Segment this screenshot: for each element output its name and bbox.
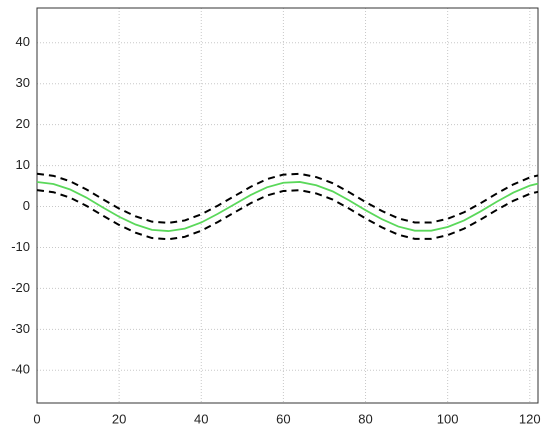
line-series — [36, 189, 539, 241]
x-tick-label: 100 — [437, 411, 459, 426]
y-tick-label: 10 — [16, 157, 30, 172]
y-tick-label: 40 — [16, 34, 30, 49]
x-tick-label: 40 — [194, 411, 208, 426]
y-tick-label: -40 — [11, 362, 30, 377]
x-tick-label: 80 — [358, 411, 372, 426]
line-series — [36, 181, 539, 232]
x-tick-label: 120 — [519, 411, 541, 426]
x-tick-label: 0 — [33, 411, 40, 426]
y-tick-label: 20 — [16, 116, 30, 131]
y-tick-label: 0 — [23, 198, 30, 213]
plot-frame — [36, 7, 539, 404]
y-tick-label: -10 — [11, 239, 30, 254]
x-tick-label: 20 — [112, 411, 126, 426]
x-tick-label: 60 — [276, 411, 290, 426]
y-tick-label: -20 — [11, 280, 30, 295]
y-tick-label: -30 — [11, 321, 30, 336]
line-series — [36, 172, 539, 224]
y-tick-label: 30 — [16, 75, 30, 90]
